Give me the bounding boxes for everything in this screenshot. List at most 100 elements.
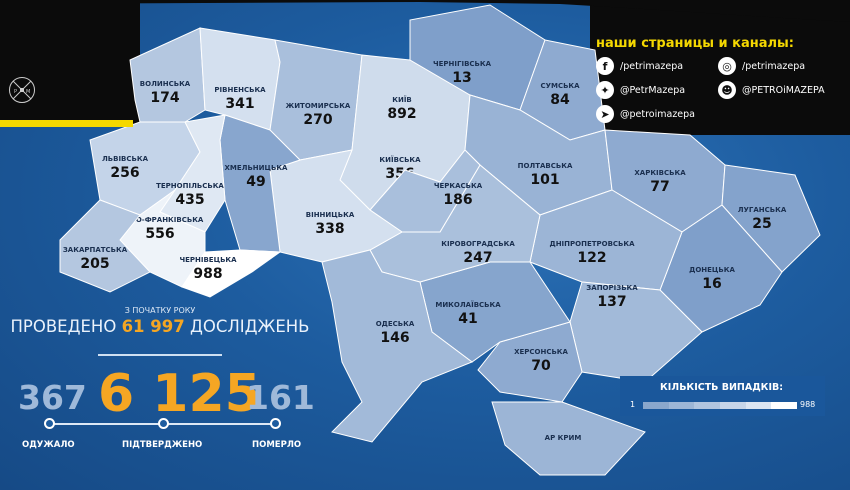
legend-swatch (771, 402, 798, 409)
legend-swatch (745, 402, 772, 409)
region-name: РІВНЕНСЬКА (214, 86, 266, 94)
region-26[interactable]: КИЇВ 892 (385, 95, 420, 122)
region-9[interactable]: ЛУГАНСЬКА 25 (721, 164, 821, 273)
facebook-link[interactable]: f/petrimazepa (596, 57, 710, 75)
reddit-handle: @PETROiMAZEPA (742, 84, 825, 96)
region-25[interactable]: ОДЕСЬКА 146 (321, 249, 474, 443)
region-cases: 25 (752, 216, 771, 232)
deaths-count: 161 (246, 378, 315, 417)
instagram-handle: /petrimazepa (742, 60, 806, 72)
region-name: ЗАКАРПАТСЬКА (63, 246, 128, 254)
region-cases: 16 (702, 276, 721, 292)
region-cases: 556 (145, 226, 174, 242)
region-cases: 174 (150, 90, 179, 106)
confirmed-dot (158, 418, 169, 429)
region-2[interactable]: РІВНЕНСЬКА 341 (199, 27, 281, 131)
legend: КІЛЬКІСТЬ ВИПАДКІВ: 1 988 (620, 376, 825, 416)
logo-icon: P M (9, 77, 35, 103)
confirmed-label: ПІДТВЕРДЖЕНО (122, 440, 203, 450)
tests-prefix: ПРОВЕДЕНО (10, 317, 117, 336)
deaths-label: ПОМЕРЛО (252, 440, 302, 450)
region-15[interactable]: МИКОЛАЇВСЬКА 41 (419, 261, 571, 363)
region-name: ХМЕЛЬНИЦЬКА (225, 164, 289, 172)
since-label: З ПОЧАТКУ РОКУ (124, 306, 196, 315)
region-cases: 186 (443, 192, 472, 208)
region-shape (321, 249, 474, 443)
region-3[interactable]: ЖИТОМИРСЬКА 270 (269, 39, 363, 161)
facebook-handle: /petrimazepa (620, 60, 684, 72)
region-cases: 341 (225, 96, 254, 112)
region-name: КИЇВ (392, 95, 412, 104)
instagram-link[interactable]: ◎ /petrimazepa (718, 57, 832, 75)
twitter-handle: @PetrMazepa (620, 84, 686, 96)
region-cases: 41 (458, 311, 477, 327)
region-name: КІРОВОГРАДСЬКА (441, 240, 515, 248)
region-shape (129, 27, 206, 123)
region-name: ХАРКІВСЬКА (634, 169, 686, 177)
region-24[interactable]: ЧЕРНІВЕЦЬКА 988 (179, 249, 282, 298)
region-cases: 270 (303, 112, 332, 128)
legend-max: 988 (800, 400, 816, 409)
confirmed-count: 6 125 (98, 364, 261, 424)
region-name: ЧЕРНІГІВСЬКА (433, 60, 492, 68)
region-name: ЛЬВІВСЬКА (102, 155, 149, 163)
region-shape (199, 27, 281, 131)
region-name: ХЕРСОНСЬКА (514, 348, 568, 356)
region-cases: 137 (597, 294, 626, 310)
tests-suffix: ДОСЛІДЖЕНЬ (189, 317, 310, 336)
region-cases: 77 (650, 179, 669, 195)
telegram-link[interactable]: ➤ @petroimazepa (596, 105, 710, 123)
region-cases: 892 (387, 106, 416, 122)
recovered-count: 367 (18, 378, 87, 417)
region-name: МИКОЛАЇВСЬКА (435, 300, 501, 309)
tests-headline: ПРОВЕДЕНО 61 997 ДОСЛІДЖЕНЬ (0, 317, 320, 336)
region-cases: 146 (380, 330, 409, 346)
region-name: ВОЛИНСЬКА (140, 80, 191, 88)
instagram-icon: ◎ (718, 57, 736, 75)
region-name: СУМСЬКА (540, 82, 580, 90)
region-cases: 247 (463, 250, 492, 266)
legend-swatch (694, 402, 721, 409)
legend-swatch (668, 402, 695, 409)
legend-swatch (643, 402, 669, 409)
legend-scale (643, 402, 798, 409)
region-23[interactable]: ЗАКАРПАТСЬКА 205 (59, 199, 151, 293)
region-17[interactable]: ЧЕРКАСЬКА 186 (369, 149, 483, 233)
svg-text:P: P (14, 89, 17, 95)
region-6[interactable]: СУМСЬКА 84 (519, 39, 606, 141)
region-cases: 988 (193, 266, 222, 282)
telegram-icon: ➤ (596, 105, 614, 123)
region-cases: 49 (246, 174, 265, 190)
region-name: ВІННИЦЬКА (306, 211, 355, 219)
region-shape (269, 149, 403, 263)
region-name: АР КРИМ (545, 434, 582, 442)
region-cases: 205 (80, 256, 109, 272)
region-name: КИЇВСЬКА (379, 155, 421, 164)
legend-title: КІЛЬКІСТЬ ВИПАДКІВ: (660, 382, 784, 393)
social-panel: наши страницы и каналы: f/petrimazepa ◎ /… (596, 36, 846, 129)
telegram-handle: @petroimazepa (620, 108, 696, 120)
deaths-dot (270, 418, 281, 429)
region-11[interactable]: ДНІПРОПЕТРОВСЬКА 122 (529, 189, 683, 291)
region-14[interactable]: АР КРИМ (491, 401, 646, 476)
tests-count: 61 997 (121, 317, 185, 336)
svg-text:M: M (26, 89, 30, 95)
reddit-link[interactable]: ☻ @PETROiMAZEPA (718, 81, 832, 99)
region-cases: 70 (531, 358, 551, 374)
timeline (0, 416, 320, 430)
legend-min: 1 (630, 400, 636, 409)
region-name: ЧЕРКАСЬКА (434, 182, 483, 190)
region-name: ІВАНО-ФРАНКІВСЬКА (117, 216, 204, 224)
region-18[interactable]: ВІННИЦЬКА 338 (269, 149, 403, 263)
reddit-icon: ☻ (718, 81, 736, 99)
social-title: наши страницы и каналы: (596, 36, 794, 51)
region-name: ТЕРНОПІЛЬСЬКА (156, 182, 224, 190)
region-shape (181, 249, 282, 298)
region-cases: 13 (452, 70, 471, 86)
region-cases: 338 (315, 221, 344, 237)
twitter-link[interactable]: ✦ @PetrMazepa (596, 81, 710, 99)
region-1[interactable]: ВОЛИНСЬКА 174 (129, 27, 206, 123)
yellow-stripe (0, 120, 133, 127)
region-cases: 122 (577, 250, 606, 266)
